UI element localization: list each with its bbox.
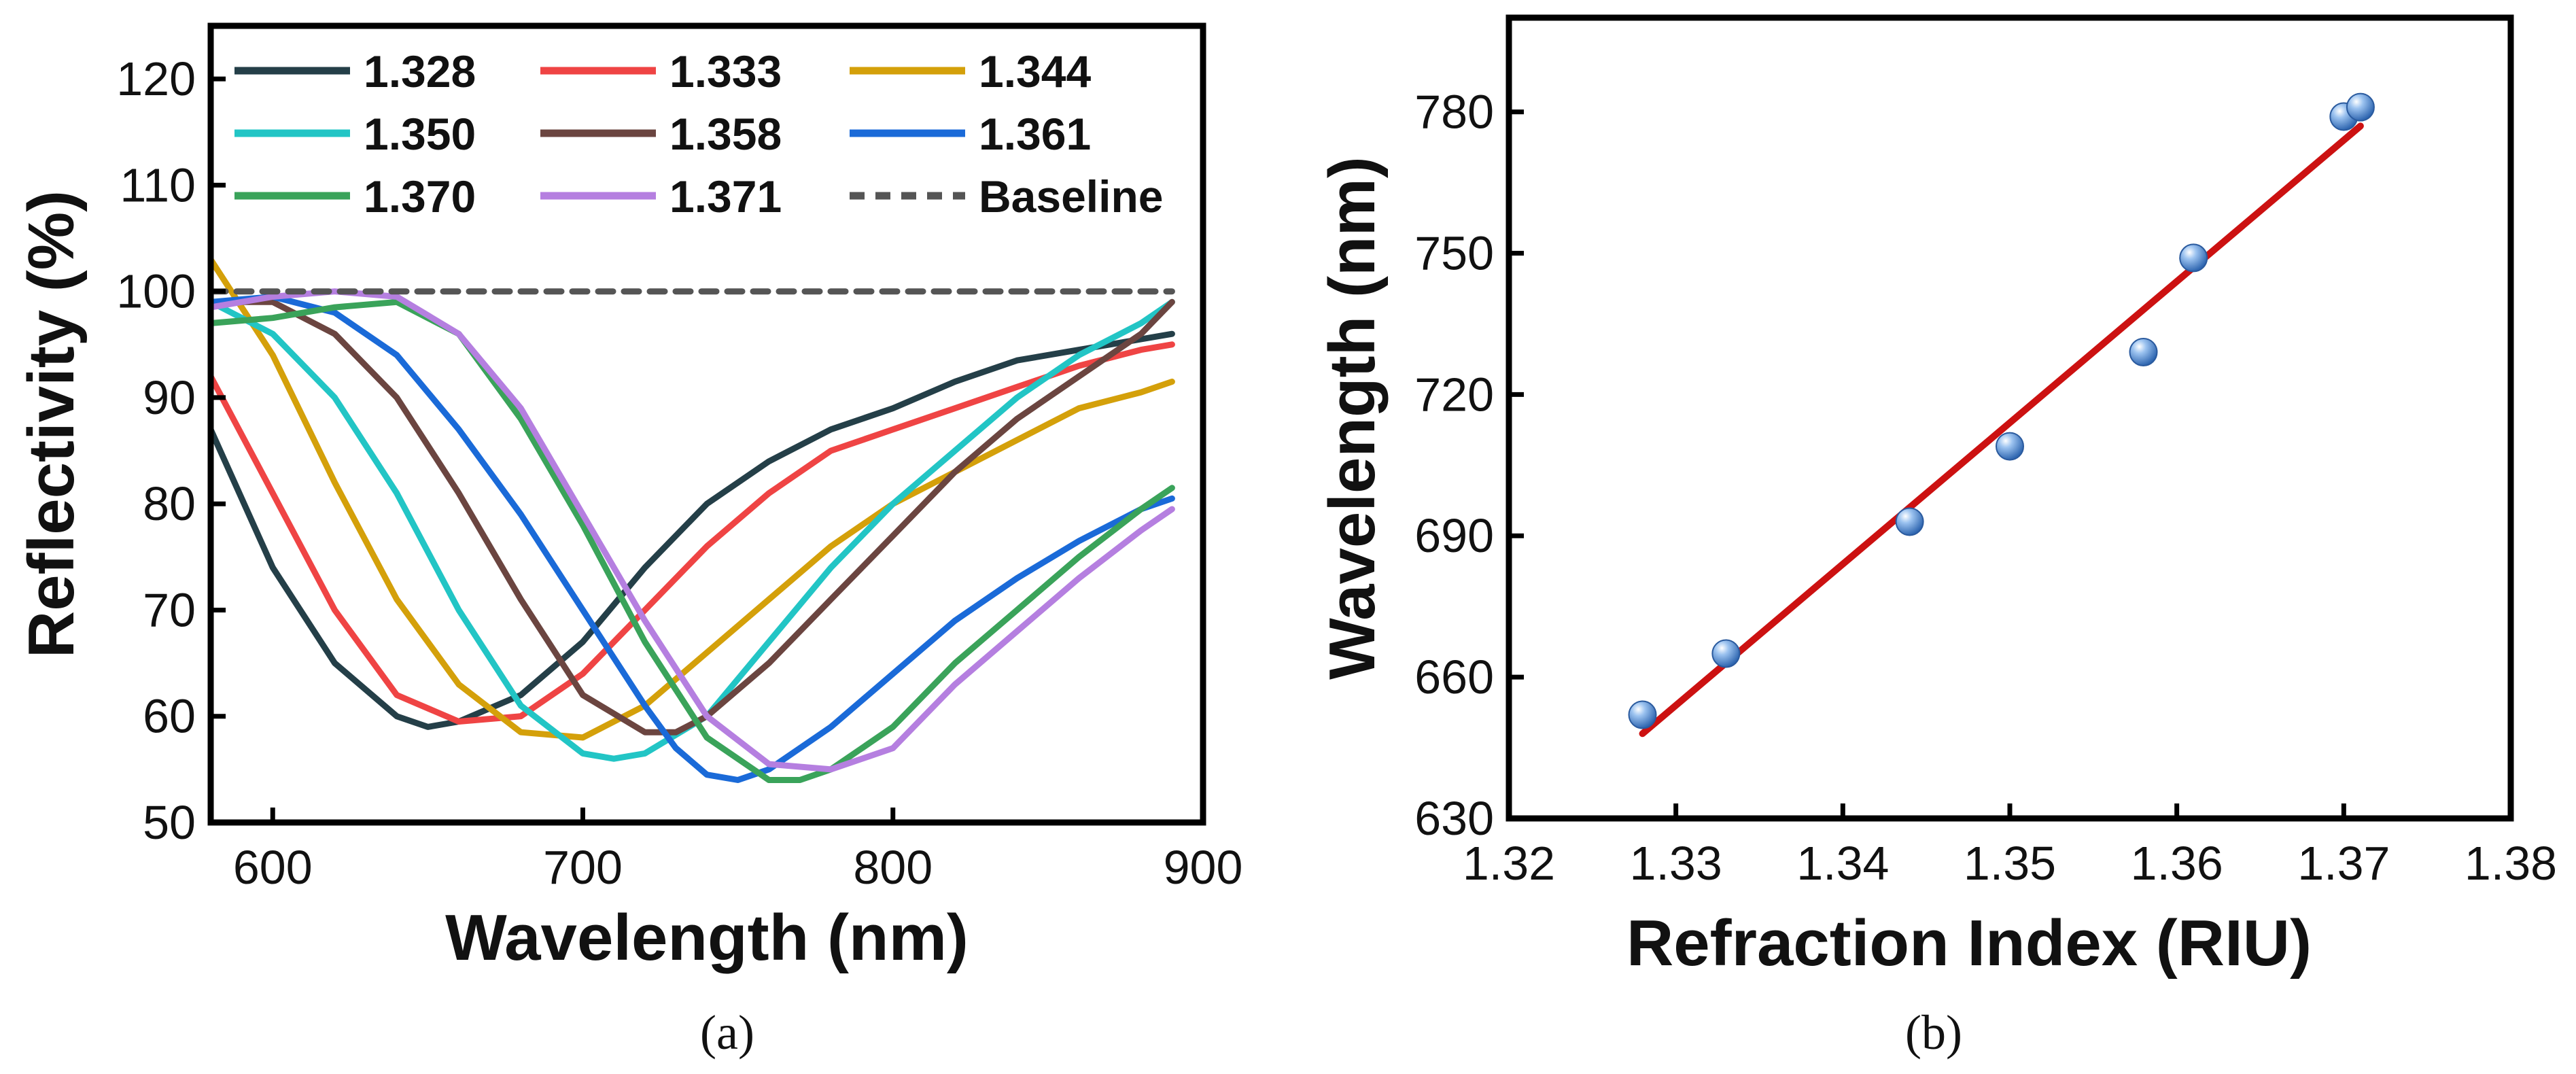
panel-a-ticks: 600 700 800 900 50 60 70 80 90 100 110 120 [116,52,1242,894]
panel-b: 1.32 1.33 1.34 1.35 1.36 1.37 1.38 630 660 690 720… [1316,14,2557,1060]
panel-b-marks [1628,92,2375,738]
legend-label-1-361: 1.361 [979,109,1091,159]
y-tick-label: 60 [143,690,196,743]
y-tick-label: 120 [116,52,196,105]
panel-b-caption: (b) [1905,1005,1962,1060]
data-point [2346,92,2375,122]
x-tick-label: 600 [233,841,313,894]
y-tick-label: 690 [1414,509,1494,562]
x-tick-label: 1.37 [2297,837,2390,890]
y-tick-label: 630 [1414,792,1494,845]
legend-label-1-328: 1.328 [364,46,476,97]
panel-a-x-axis-title: Wavelength (nm) [445,901,969,974]
fit-line [1639,122,2364,738]
panel-a-caption: (a) [700,1005,754,1060]
panel-b-y-axis-title: Wavelength (nm) [1316,156,1389,680]
series-line-1-328 [207,330,1175,730]
panel-a-marks [207,256,1175,783]
x-tick-label: 700 [543,841,623,894]
data-point [2129,337,2158,366]
data-point [2179,243,2208,273]
y-tick-label: 780 [1414,86,1494,139]
x-tick-label: 1.38 [2465,837,2557,890]
series-line-1-344 [207,256,1175,741]
legend-label-baseline: Baseline [979,171,1163,222]
x-tick-label: 800 [853,841,933,894]
y-tick-label: 100 [116,265,196,318]
legend-label-1-358: 1.358 [669,109,782,159]
x-tick-label: 1.33 [1630,837,1722,890]
x-tick-label: 1.34 [1796,837,1889,890]
y-tick-label: 720 [1414,368,1494,421]
data-point [1628,700,1657,729]
y-tick-label: 750 [1414,226,1494,279]
y-tick-label: 70 [143,583,196,636]
series-line-1-358 [207,298,1175,735]
data-point [1895,507,1924,536]
y-tick-label: 660 [1414,651,1494,704]
x-tick-label: 900 [1164,841,1243,894]
data-point [1711,639,1741,668]
legend-label-1-344: 1.344 [979,46,1091,97]
panel-b-x-axis-title: Refraction Index (RIU) [1626,907,2312,980]
panel-a-axes-frame [207,22,1206,826]
legend-label-1-350: 1.350 [364,109,476,159]
y-tick-label: 50 [143,796,196,849]
panel-b-ticks: 1.32 1.33 1.34 1.35 1.36 1.37 1.38 630 660 690 720… [1414,86,2557,890]
y-tick-label: 80 [143,477,196,530]
panel-a-y-axis-title: Reflectivity (%) [15,190,88,658]
x-tick-label: 1.36 [2131,837,2223,890]
legend-label-1-370: 1.370 [364,171,476,222]
y-tick-label: 90 [143,371,196,424]
series-line-1-361 [207,294,1175,783]
legend-label-1-333: 1.333 [669,46,782,97]
data-point [1996,432,2024,461]
x-tick-label: 1.35 [1964,837,2056,890]
panel-a-legend: 1.328 1.333 1.344 1.350 1.358 1.361 1.370 1.371… [234,46,1163,222]
series-line-1-370 [207,298,1175,783]
panel-b-axes-frame [1505,14,2514,822]
legend-label-1-371: 1.371 [669,171,782,222]
y-tick-label: 110 [120,158,196,211]
x-tick-label: 1.32 [1463,837,1555,890]
series-line-1-371 [207,288,1175,773]
